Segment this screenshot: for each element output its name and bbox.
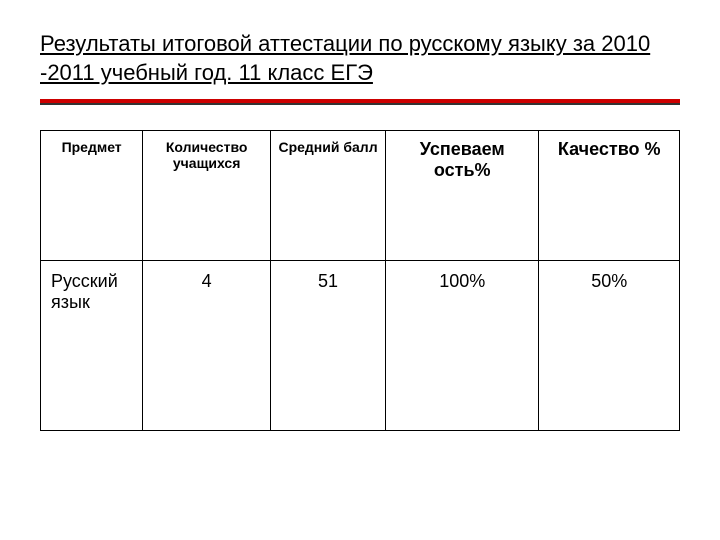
cell-subject: Русский язык — [41, 261, 143, 431]
cell-count: 4 — [143, 261, 271, 431]
slide-container: Результаты итоговой аттестации по русско… — [0, 0, 720, 540]
title-divider — [40, 99, 680, 105]
table-header-row: Предмет Количество учащихся Средний балл… — [41, 131, 680, 261]
cell-success: 100% — [386, 261, 539, 431]
col-header-avg: Средний балл — [271, 131, 386, 261]
col-header-subject: Предмет — [41, 131, 143, 261]
page-title: Результаты итоговой аттестации по русско… — [40, 30, 680, 87]
col-header-success: Успеваем ость% — [386, 131, 539, 261]
results-table: Предмет Количество учащихся Средний балл… — [40, 130, 680, 431]
col-header-count: Количество учащихся — [143, 131, 271, 261]
table-row: Русский язык 4 51 100% 50% — [41, 261, 680, 431]
cell-avg: 51 — [271, 261, 386, 431]
col-header-quality: Качество % — [539, 131, 680, 261]
cell-quality: 50% — [539, 261, 680, 431]
